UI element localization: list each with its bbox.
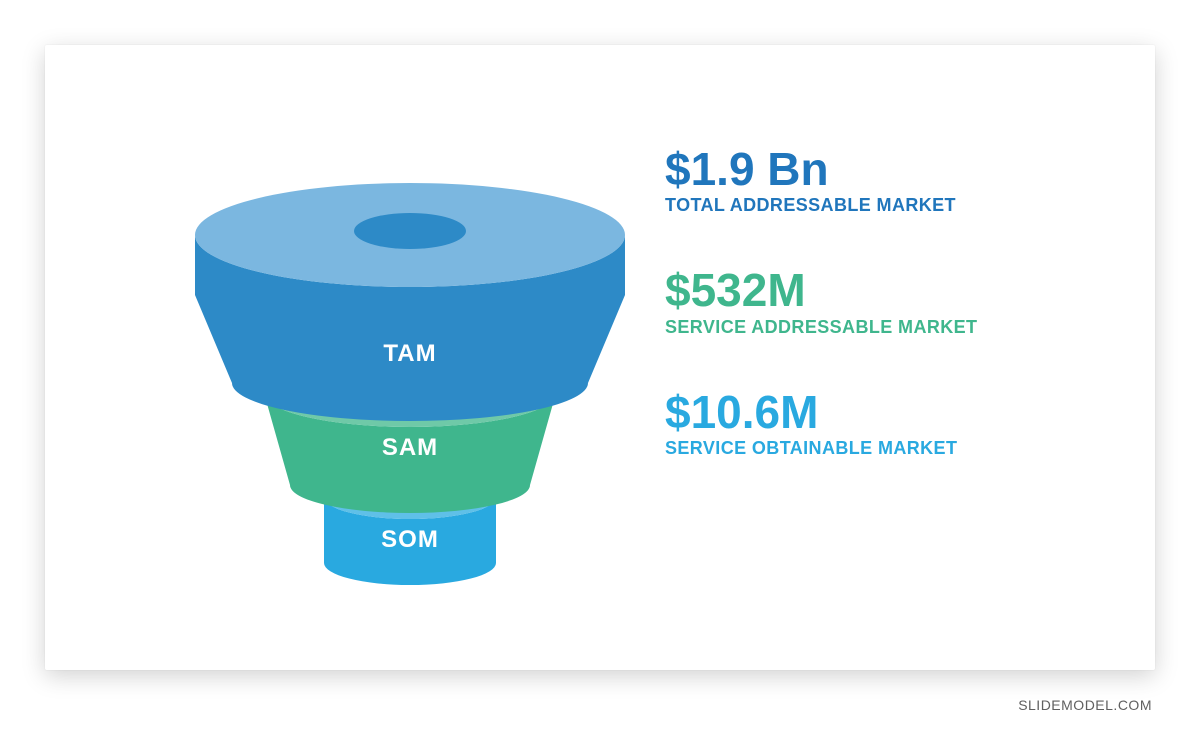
attribution-text: SLIDEMODEL.COM: [1018, 697, 1152, 713]
metric-som-label: SERVICE OBTAINABLE MARKET: [665, 438, 1125, 459]
metrics-list: $1.9 Bn TOTAL ADDRESSABLE MARKET $532M S…: [665, 145, 1125, 509]
metric-sam-value: $532M: [665, 266, 1125, 314]
funnel-svg: SOM SAM TAM: [195, 145, 625, 605]
metric-sam: $532M SERVICE ADDRESSABLE MARKET: [665, 266, 1125, 337]
funnel-level-tam: TAM: [195, 183, 625, 421]
funnel-label-tam: TAM: [383, 340, 436, 367]
funnel-label-som: SOM: [381, 526, 439, 553]
funnel-diagram: SOM SAM TAM: [195, 145, 625, 605]
slide-card: SOM SAM TAM $1.9 Bn TOTAL ADDRES: [45, 45, 1155, 670]
metric-sam-label: SERVICE ADDRESSABLE MARKET: [665, 317, 1125, 338]
metric-tam-value: $1.9 Bn: [665, 145, 1125, 193]
metric-som: $10.6M SERVICE OBTAINABLE MARKET: [665, 388, 1125, 459]
metric-tam: $1.9 Bn TOTAL ADDRESSABLE MARKET: [665, 145, 1125, 216]
metric-som-value: $10.6M: [665, 388, 1125, 436]
metric-tam-label: TOTAL ADDRESSABLE MARKET: [665, 195, 1125, 216]
funnel-label-sam: SAM: [382, 434, 438, 461]
